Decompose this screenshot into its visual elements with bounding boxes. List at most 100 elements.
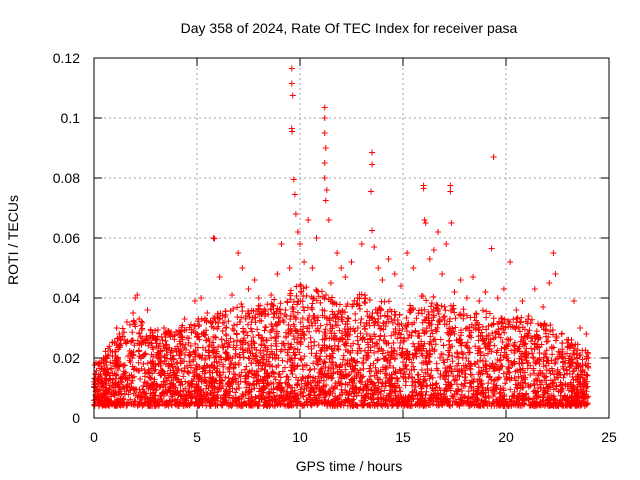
data-point xyxy=(468,361,475,368)
data-point xyxy=(396,311,403,318)
x-tick-label: 15 xyxy=(395,429,411,445)
data-point xyxy=(375,265,382,271)
data-point xyxy=(313,297,320,304)
data-point xyxy=(432,381,439,388)
data-point xyxy=(269,301,276,308)
data-point xyxy=(369,227,376,234)
data-point xyxy=(442,307,449,314)
data-point xyxy=(262,323,269,330)
data-point xyxy=(320,382,327,389)
data-point xyxy=(300,323,307,330)
data-point xyxy=(491,342,498,349)
data-point xyxy=(321,104,328,111)
data-point xyxy=(333,313,340,320)
chart-title: Day 358 of 2024, Rate Of TEC Index for r… xyxy=(181,20,518,36)
data-point xyxy=(543,347,550,354)
data-point xyxy=(204,310,211,316)
data-point xyxy=(272,355,279,362)
data-point xyxy=(305,217,312,223)
data-point xyxy=(135,359,142,366)
data-point xyxy=(325,217,332,223)
data-point xyxy=(287,287,294,294)
data-point xyxy=(421,217,428,223)
data-point xyxy=(540,304,547,310)
data-point xyxy=(255,295,262,301)
data-point xyxy=(574,346,581,353)
data-point xyxy=(413,346,420,353)
data-point xyxy=(238,369,245,376)
data-point xyxy=(448,220,455,226)
data-point xyxy=(155,344,162,351)
data-point xyxy=(355,341,362,348)
data-point xyxy=(212,334,219,341)
data-point xyxy=(428,300,435,307)
data-point xyxy=(412,383,419,390)
data-point xyxy=(140,382,147,389)
data-point xyxy=(300,303,307,310)
data-point xyxy=(244,340,251,347)
data-point xyxy=(315,342,322,349)
data-point xyxy=(254,326,261,333)
data-point xyxy=(526,327,533,334)
data-point xyxy=(293,339,300,346)
data-point xyxy=(357,319,364,326)
data-point xyxy=(153,381,160,388)
data-point xyxy=(423,388,430,395)
data-point xyxy=(357,385,364,392)
data-point xyxy=(219,319,226,326)
data-point xyxy=(218,336,225,343)
data-point xyxy=(410,265,417,271)
data-point xyxy=(335,346,342,353)
data-point xyxy=(311,315,318,322)
data-point xyxy=(473,388,480,395)
data-point xyxy=(433,360,440,367)
data-point xyxy=(210,235,217,241)
data-point xyxy=(277,300,284,307)
data-point xyxy=(441,303,448,310)
data-point xyxy=(201,364,208,371)
data-point xyxy=(313,288,320,295)
data-point xyxy=(428,391,435,398)
data-point xyxy=(284,299,291,306)
data-point xyxy=(531,387,538,394)
data-point xyxy=(377,325,384,332)
data-point xyxy=(229,325,236,332)
data-point xyxy=(233,330,240,337)
data-point xyxy=(232,389,239,396)
data-point xyxy=(408,359,415,366)
y-tick-label: 0.08 xyxy=(53,170,80,186)
data-point xyxy=(405,373,412,380)
data-point xyxy=(531,370,538,377)
data-point xyxy=(496,390,503,397)
data-point xyxy=(425,358,432,365)
data-point xyxy=(500,286,507,292)
x-tick-label: 10 xyxy=(292,429,308,445)
data-point xyxy=(385,256,392,262)
data-point xyxy=(331,342,338,349)
data-point xyxy=(460,315,467,322)
data-point xyxy=(560,374,567,381)
data-point xyxy=(316,391,323,398)
data-point xyxy=(231,322,238,329)
data-point xyxy=(374,395,381,402)
data-point xyxy=(490,315,497,322)
data-point xyxy=(354,325,361,332)
data-point xyxy=(273,330,280,337)
data-point xyxy=(243,363,250,370)
data-point xyxy=(307,334,314,341)
data-point xyxy=(546,280,553,286)
data-point xyxy=(327,280,334,286)
data-point xyxy=(291,345,298,352)
data-point xyxy=(371,244,378,250)
data-point xyxy=(498,345,505,352)
data-point xyxy=(248,328,255,335)
data-point xyxy=(404,328,411,335)
data-point xyxy=(369,310,376,317)
data-point xyxy=(338,265,345,271)
data-point xyxy=(399,345,406,352)
data-point xyxy=(113,325,120,331)
data-point xyxy=(216,359,223,366)
data-point xyxy=(373,340,380,347)
data-point xyxy=(463,295,470,301)
data-point xyxy=(533,328,540,335)
